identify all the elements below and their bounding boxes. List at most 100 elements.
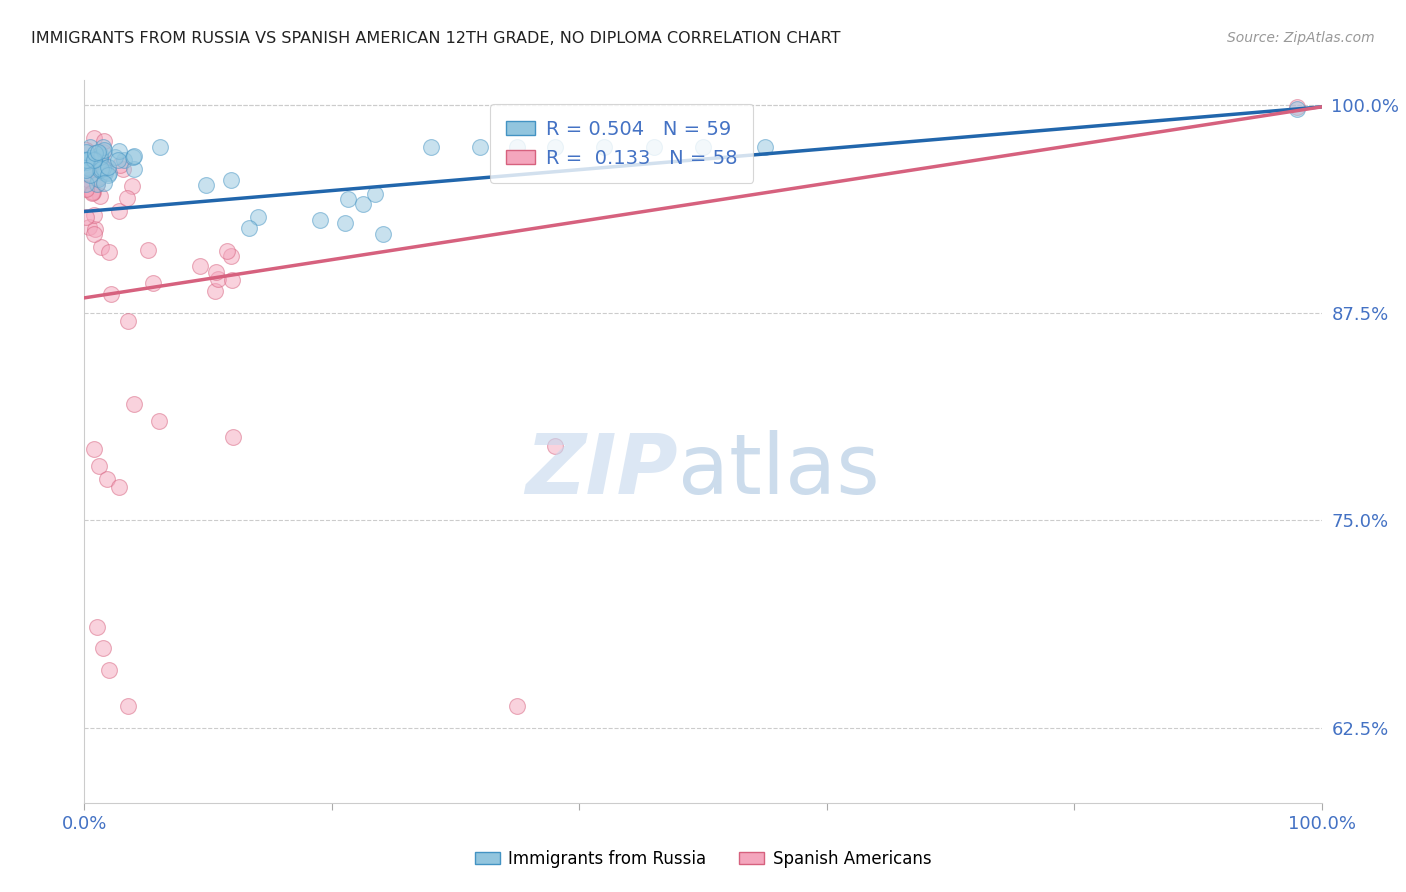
Point <box>373 227 395 241</box>
Point <box>122 161 145 176</box>
Point <box>108 480 131 494</box>
Point <box>643 139 665 153</box>
Point <box>122 149 145 163</box>
Point <box>91 641 114 656</box>
Point <box>692 139 714 153</box>
Point <box>96 472 118 486</box>
Point <box>83 227 105 241</box>
Point <box>75 177 97 191</box>
Point <box>93 134 115 148</box>
Point <box>121 178 143 193</box>
Point <box>91 156 114 170</box>
Point <box>1285 102 1308 116</box>
Point <box>221 273 243 287</box>
Point <box>117 314 139 328</box>
Point <box>83 208 105 222</box>
Point <box>86 159 108 173</box>
Point <box>83 442 105 456</box>
Point <box>222 430 245 444</box>
Point <box>112 153 135 167</box>
Point <box>107 153 129 168</box>
Point <box>188 259 211 273</box>
Point <box>108 145 131 159</box>
Point <box>470 139 492 153</box>
Point <box>112 162 135 177</box>
Text: IMMIGRANTS FROM RUSSIA VS SPANISH AMERICAN 12TH GRADE, NO DIPLOMA CORRELATION CH: IMMIGRANTS FROM RUSSIA VS SPANISH AMERIC… <box>31 31 841 46</box>
Point <box>79 139 101 153</box>
Point <box>83 153 105 167</box>
Point <box>219 173 242 187</box>
Point <box>107 203 129 218</box>
Point <box>122 397 145 411</box>
Text: Source: ZipAtlas.com: Source: ZipAtlas.com <box>1227 31 1375 45</box>
Point <box>419 139 441 153</box>
Point <box>121 150 143 164</box>
Point <box>754 139 776 153</box>
Point <box>246 211 269 225</box>
Point <box>76 161 98 176</box>
Point <box>93 176 115 190</box>
Point <box>75 182 97 196</box>
Point <box>84 152 107 166</box>
Point <box>90 240 112 254</box>
Point <box>76 153 98 167</box>
Point <box>142 276 165 290</box>
Text: atlas: atlas <box>678 430 880 511</box>
Point <box>91 145 114 160</box>
Point <box>149 140 172 154</box>
Point <box>84 222 107 236</box>
Text: ZIP: ZIP <box>526 430 678 511</box>
Point <box>82 153 104 168</box>
Point <box>83 131 105 145</box>
Point <box>1285 100 1308 114</box>
Point <box>217 244 239 258</box>
Point <box>108 158 131 172</box>
Point <box>86 177 108 191</box>
Point <box>82 186 104 200</box>
Point <box>207 272 229 286</box>
Point <box>93 161 115 175</box>
Point <box>98 166 121 180</box>
Point <box>117 699 139 714</box>
Point <box>148 414 170 428</box>
Point <box>75 153 97 167</box>
Point <box>364 187 387 202</box>
Point <box>506 139 529 153</box>
Point <box>115 191 138 205</box>
Legend: Immigrants from Russia, Spanish Americans: Immigrants from Russia, Spanish American… <box>468 844 938 875</box>
Point <box>593 139 616 153</box>
Point <box>136 243 159 257</box>
Point <box>97 169 120 183</box>
Point <box>204 284 226 298</box>
Point <box>309 213 332 227</box>
Point <box>75 162 97 177</box>
Point <box>98 245 121 260</box>
Point <box>75 155 97 169</box>
Point <box>94 163 117 178</box>
Point <box>84 146 107 161</box>
Point <box>336 192 359 206</box>
Point <box>83 153 105 167</box>
Point <box>89 150 111 164</box>
Point <box>87 171 110 186</box>
Point <box>75 145 97 160</box>
Point <box>82 185 104 199</box>
Point <box>86 620 108 634</box>
Point <box>75 166 97 180</box>
Point <box>79 169 101 183</box>
Point <box>87 169 110 184</box>
Point <box>87 145 110 159</box>
Point <box>94 166 117 180</box>
Point <box>205 265 228 279</box>
Point <box>89 152 111 166</box>
Point <box>91 159 114 173</box>
Point <box>221 249 243 263</box>
Point <box>506 699 529 714</box>
Point <box>352 196 374 211</box>
Point <box>82 186 104 200</box>
Point <box>89 458 111 473</box>
Point <box>104 150 127 164</box>
Point <box>89 162 111 177</box>
Legend: R = 0.504   N = 59, R =  0.133   N = 58: R = 0.504 N = 59, R = 0.133 N = 58 <box>491 104 754 183</box>
Point <box>91 139 114 153</box>
